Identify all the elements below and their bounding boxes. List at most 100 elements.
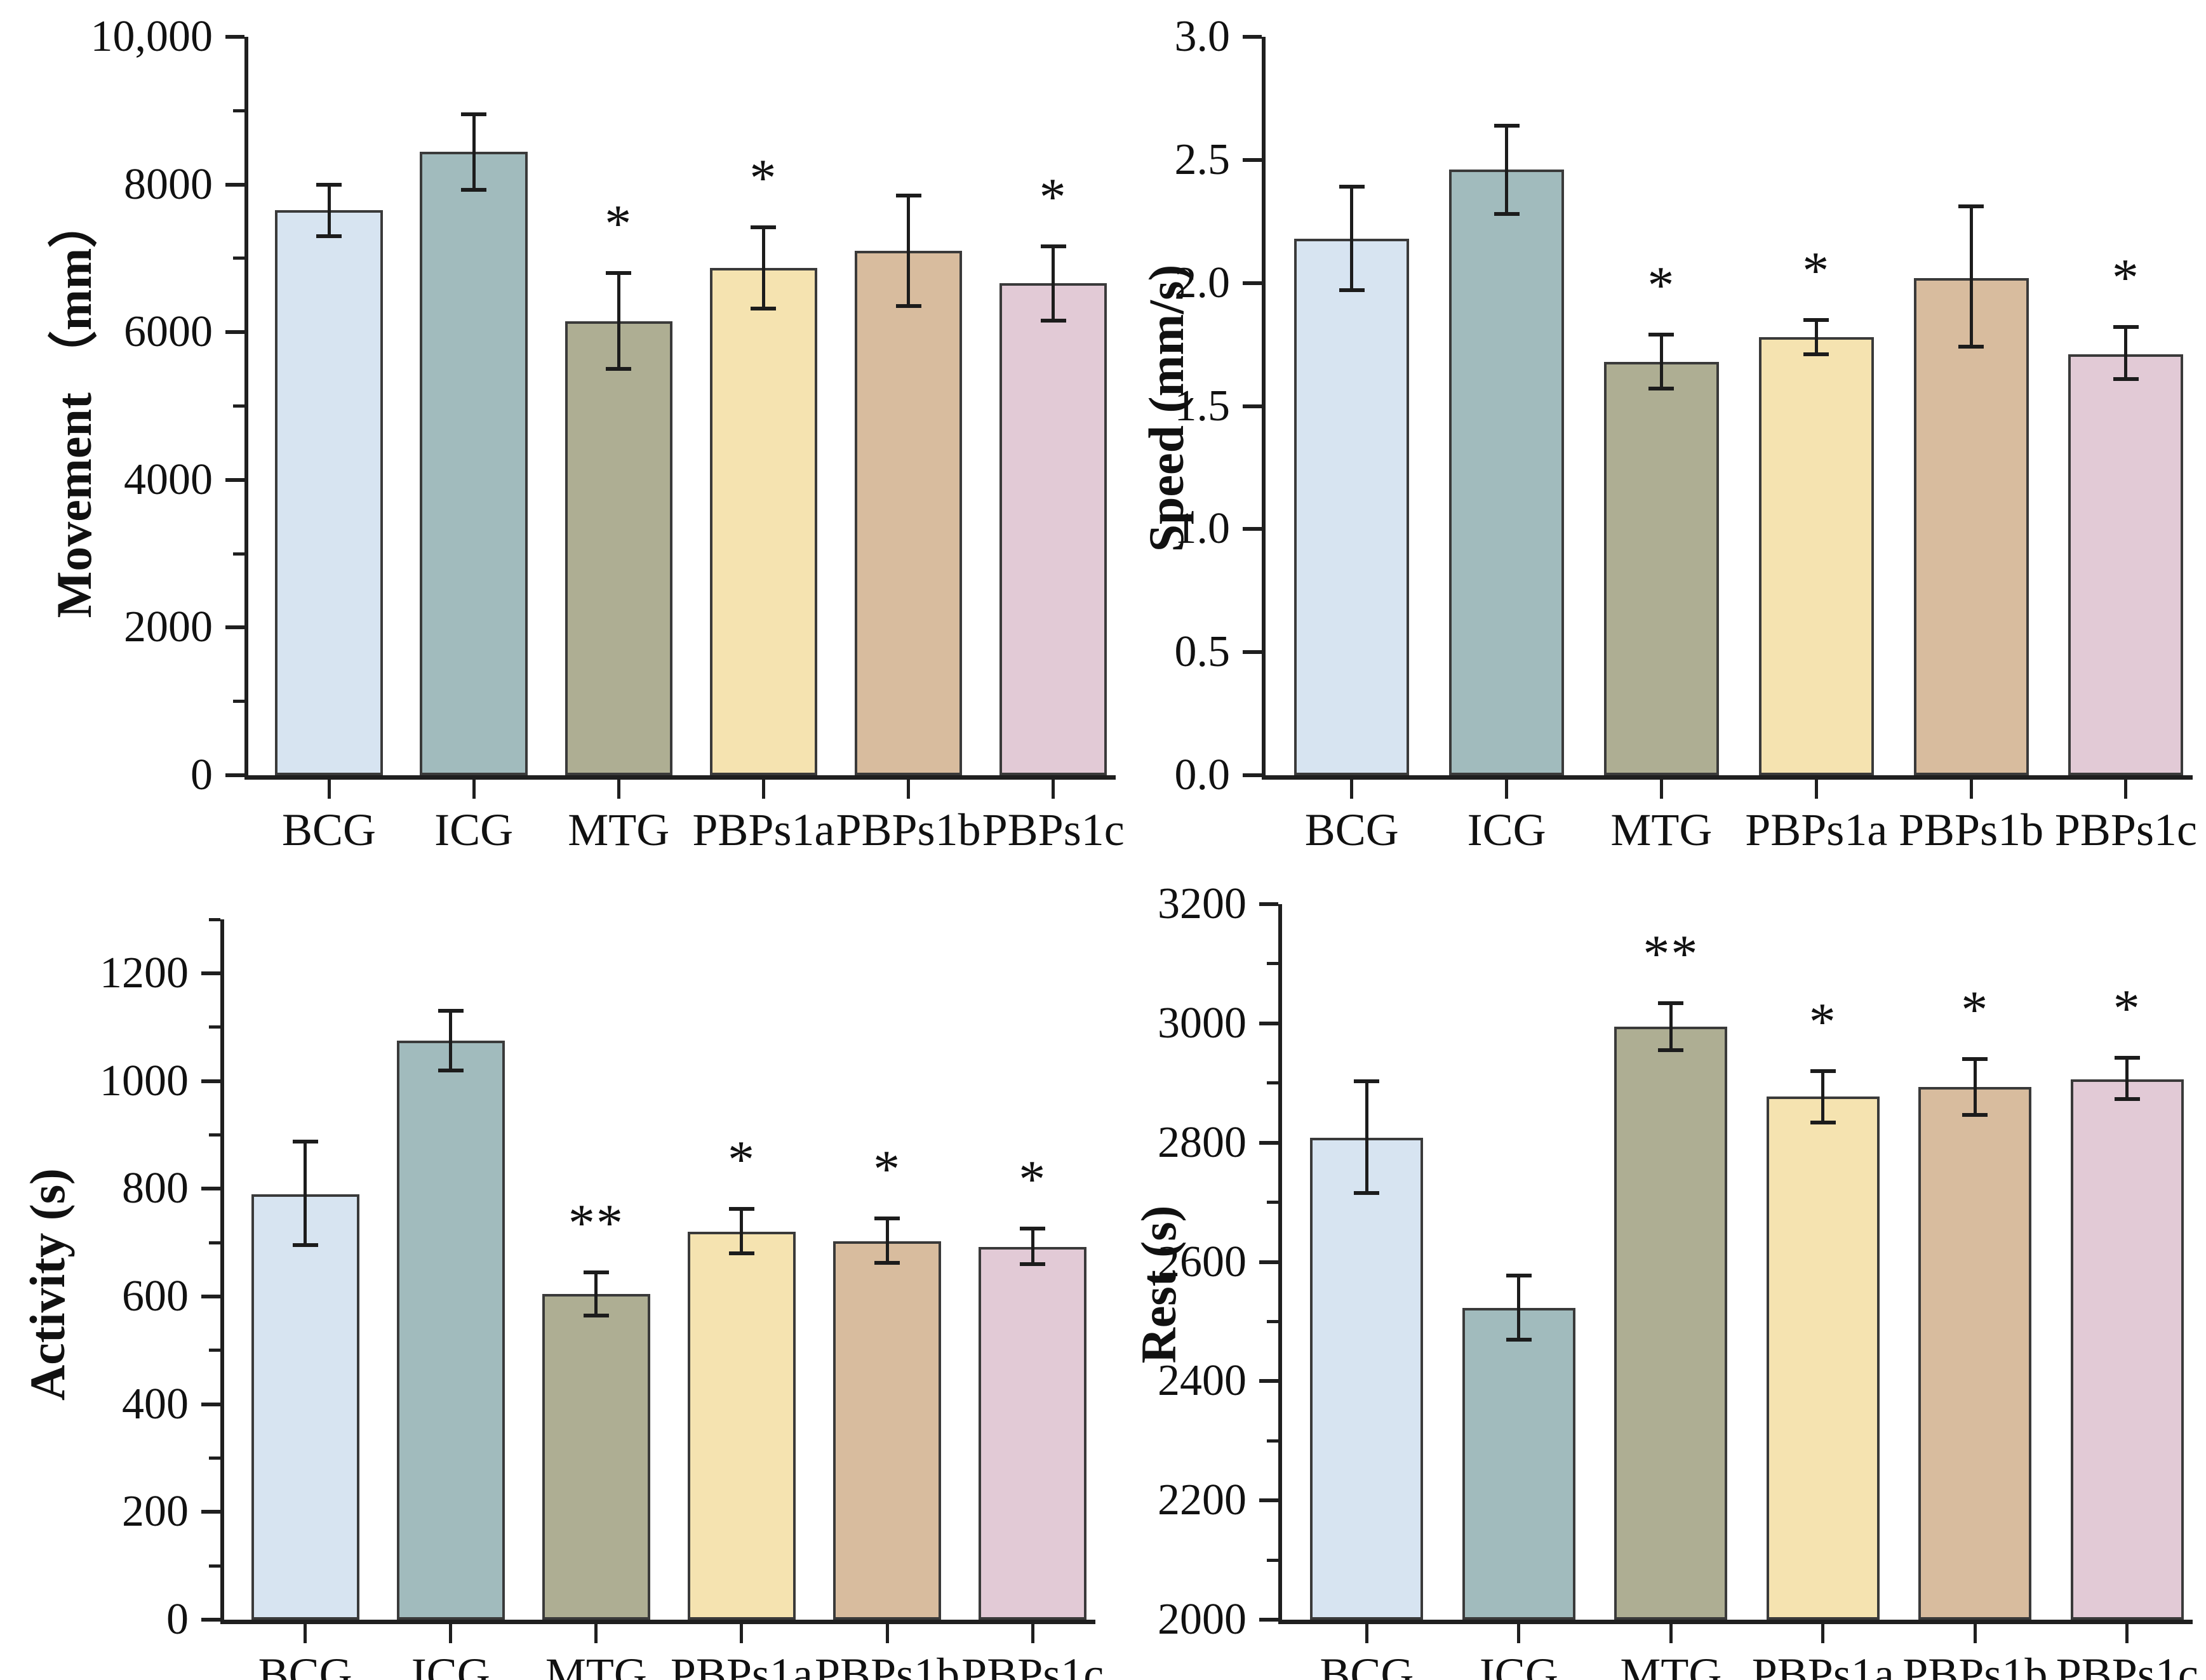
bar-mtg — [565, 321, 672, 775]
movement-y-axis-title: Movement （mm） — [46, 198, 102, 618]
x-axis-category-label: ICG — [434, 804, 514, 855]
y-axis-tick-label: 0 — [166, 1595, 189, 1644]
x-axis-tick — [1052, 780, 1055, 799]
y-axis-major-tick — [1259, 1260, 1278, 1264]
error-bar — [617, 273, 620, 370]
x-axis-category-label: PBPs1a — [1751, 1649, 1894, 1680]
y-axis-minor-tick — [209, 1025, 220, 1029]
y-axis-minor-tick — [209, 1133, 220, 1137]
bar-pbps1a — [709, 268, 818, 775]
error-bar-cap — [1962, 1112, 1988, 1117]
error-bar-cap — [1958, 345, 1984, 349]
x-axis-category-label: PBPs1a — [670, 1649, 813, 1680]
error-bar-cap — [438, 1068, 464, 1072]
x-axis-tick — [327, 780, 331, 799]
x-axis-tick — [2124, 780, 2128, 799]
error-bar — [1052, 246, 1055, 321]
x-axis-category-label: MTG — [545, 1649, 647, 1680]
bar-pbps1b — [1913, 277, 2029, 775]
x-axis-tick — [1669, 1624, 1673, 1643]
error-bar-cap — [1506, 1337, 1532, 1342]
y-axis-tick-label: 6000 — [124, 307, 213, 357]
y-axis-tick-label: 10,000 — [90, 12, 213, 61]
x-axis-tick — [2125, 1624, 2129, 1643]
error-bar — [449, 1011, 453, 1070]
error-bar-cap — [2113, 325, 2139, 330]
x-axis-tick — [1814, 780, 1818, 799]
y-axis-tick-label: 2.0 — [1174, 258, 1231, 307]
error-bar — [1505, 125, 1509, 215]
x-axis-tick — [472, 780, 476, 799]
error-bar-cap — [1339, 185, 1365, 189]
y-axis-major-tick — [1243, 35, 1262, 39]
y-axis-tick-label: 3200 — [1158, 879, 1247, 928]
significance-marker: * — [1961, 980, 1989, 1040]
x-axis-tick — [449, 1624, 453, 1643]
y-axis-tick-label: 1000 — [100, 1056, 189, 1105]
y-axis-tick-label: 400 — [122, 1379, 189, 1429]
bar-icg — [1449, 170, 1565, 775]
error-bar-cap — [728, 1251, 754, 1256]
y-axis-tick-label: 200 — [122, 1487, 189, 1537]
error-bar-cap — [728, 1206, 754, 1211]
bar-pbps1b — [1918, 1087, 2032, 1620]
error-bar — [2124, 327, 2128, 379]
error-bar — [1669, 1003, 1673, 1051]
error-bar-cap — [1803, 352, 1829, 357]
x-axis-tick — [1031, 1624, 1034, 1643]
x-axis-category-label: PBPs1b — [836, 804, 981, 855]
x-axis-category-label: MTG — [568, 804, 670, 855]
x-axis-category-label: PBPs1c — [2056, 1649, 2198, 1680]
y-axis-major-tick — [225, 330, 244, 335]
error-bar-cap — [1020, 1227, 1046, 1231]
bar-pbps1c — [999, 283, 1107, 775]
x-axis-tick — [1821, 1624, 1825, 1643]
bar-bcg — [251, 1194, 359, 1620]
bar-bcg — [1310, 1138, 1424, 1620]
x-axis-tick — [885, 1624, 889, 1643]
activity-chart: Activity (s) 1200 1000 800 600 400 200 0 BCG ICG… — [0, 840, 1104, 1680]
error-bar-cap — [895, 194, 921, 198]
x-axis-category-label: PBPs1a — [692, 804, 835, 855]
y-axis-major-tick — [201, 971, 220, 975]
x-axis-tick — [1365, 1624, 1368, 1643]
error-bar-cap — [1339, 288, 1365, 293]
y-axis-tick-label: 2000 — [124, 603, 213, 652]
bar-icg — [1462, 1307, 1575, 1620]
y-axis-tick-label: 2000 — [1158, 1595, 1247, 1644]
y-axis-tick-label: 2.5 — [1174, 135, 1231, 184]
x-axis-category-label: PBPs1a — [1745, 804, 1888, 855]
significance-marker: * — [727, 1130, 756, 1189]
x-axis-tick — [740, 1624, 744, 1643]
y-axis-tick-label: 600 — [122, 1271, 189, 1321]
rest-plot-area: 3200 3000 2800 2600 2400 2200 2000 BCG ICG ** MTG *… — [1158, 879, 2198, 1680]
error-bar — [1969, 206, 1973, 347]
error-bar-cap — [1020, 1262, 1046, 1266]
y-axis-major-tick — [201, 1618, 220, 1622]
x-axis-tick — [1505, 780, 1509, 799]
y-axis-minor-tick — [209, 1241, 220, 1244]
x-axis-category-label: PBPs1c — [2054, 804, 2197, 855]
error-bar-cap — [316, 182, 342, 187]
error-bar — [1659, 335, 1663, 389]
y-axis-tick-label: 0 — [191, 750, 213, 799]
x-axis-category-label: PBPs1b — [815, 1649, 960, 1680]
x-axis-category-label: MTG — [1620, 1649, 1722, 1680]
error-bar — [1973, 1059, 1977, 1115]
x-axis-tick — [1969, 780, 1973, 799]
x-axis-tick — [761, 780, 765, 799]
error-bar — [907, 196, 911, 307]
y-axis-tick-label: 2600 — [1158, 1237, 1247, 1286]
error-bar-cap — [606, 271, 632, 276]
y-axis-tick-label: 800 — [122, 1164, 189, 1213]
y-axis-major-tick — [225, 182, 244, 187]
bar-pbps1c — [2070, 1079, 2184, 1620]
y-axis-minor-tick — [1267, 1439, 1278, 1443]
significance-marker: * — [873, 1139, 902, 1199]
y-axis-tick-label: 8000 — [124, 159, 213, 209]
y-axis-major-tick — [201, 1402, 220, 1406]
x-axis-tick — [304, 1624, 307, 1643]
bar-pbps1a — [687, 1232, 796, 1620]
y-axis-tick-label: 3000 — [1158, 998, 1247, 1048]
error-bar-cap — [1506, 1274, 1532, 1278]
